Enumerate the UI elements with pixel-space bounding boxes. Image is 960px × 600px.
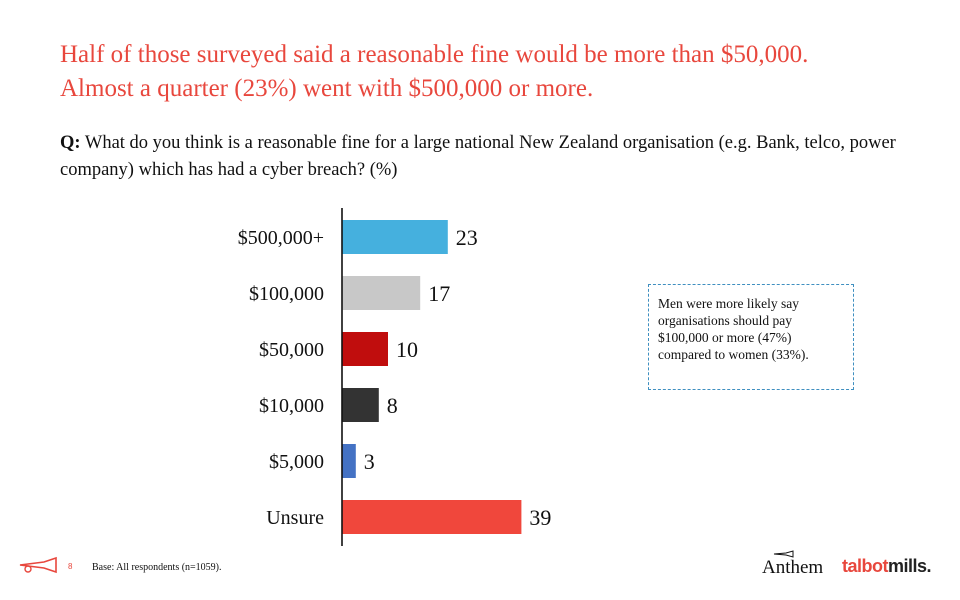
bar-500-000 — [342, 220, 448, 254]
talbotmills-logo-part2: mills. — [888, 556, 932, 576]
category-label-50-000: $50,000 — [259, 339, 324, 361]
category-label-100-000: $100,000 — [249, 283, 324, 305]
category-label-10-000: $10,000 — [259, 395, 324, 417]
bars — [342, 220, 522, 534]
callout-box: Men were more likely say organisations s… — [648, 284, 854, 390]
value-label-unsure: 39 — [529, 505, 551, 530]
headline: Half of those surveyed said a reasonable… — [60, 38, 920, 106]
category-label-5-000: $5,000 — [269, 451, 324, 473]
anthem-logo: Anthem — [762, 557, 824, 578]
page-number: 8 — [68, 562, 73, 571]
base-note: Base: All respondents (n=1059). — [92, 562, 222, 573]
category-labels: $500,000+ $100,000 $50,000 $10,000 $5,000 Uns… — [238, 227, 324, 529]
question: Q: What do you think is a reasonable fin… — [60, 130, 920, 184]
anthem-bugle-icon — [773, 550, 794, 558]
value-label-50-000: 10 — [396, 337, 418, 362]
headline-line-1: Half of those surveyed said a reasonable… — [60, 41, 809, 68]
value-labels: 23 17 10 8 3 39 — [364, 225, 552, 530]
question-prefix: Q: — [60, 133, 81, 153]
question-text: What do you think is a reasonable fine f… — [60, 133, 896, 180]
bugle-icon — [19, 556, 57, 574]
value-label-5-000: 3 — [364, 449, 375, 474]
headline-line-2: Almost a quarter (23%) went with $500,00… — [60, 75, 594, 102]
bar-10-000 — [342, 388, 379, 422]
talbotmills-logo: talbotmills. — [842, 556, 932, 577]
value-label-500-000: 23 — [456, 225, 478, 250]
value-label-10-000: 8 — [387, 393, 398, 418]
category-label-500-000: $500,000+ — [238, 227, 324, 249]
bar-50-000 — [342, 332, 388, 366]
bar-unsure — [342, 500, 522, 534]
value-label-100-000: 17 — [428, 281, 450, 306]
bar-5-000 — [342, 444, 356, 478]
bar-chart: $500,000+ $100,000 $50,000 $10,000 $5,000 Uns… — [238, 208, 552, 546]
category-label-unsure: Unsure — [266, 507, 324, 529]
bar-100-000 — [342, 276, 421, 310]
talbotmills-logo-part1: talbot — [842, 556, 889, 576]
callout-text: Men were more likely say organisations s… — [658, 296, 809, 362]
